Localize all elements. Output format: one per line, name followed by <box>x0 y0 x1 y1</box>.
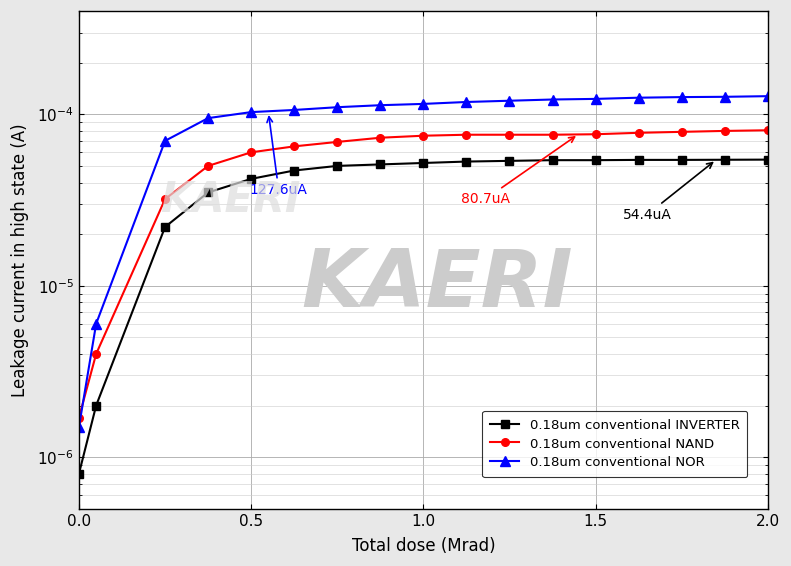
0.18um conventional NAND <box>505 131 514 138</box>
0.18um conventional NAND <box>161 196 170 203</box>
0.18um conventional NOR <box>720 93 729 100</box>
0.18um conventional NAND <box>74 414 84 421</box>
Line: 0.18um conventional NAND: 0.18um conventional NAND <box>75 126 772 422</box>
0.18um conventional NOR <box>418 101 428 108</box>
0.18um conventional INVERTER <box>677 156 687 163</box>
0.18um conventional INVERTER <box>720 156 729 163</box>
Legend: 0.18um conventional INVERTER, 0.18um conventional NAND, 0.18um conventional NOR: 0.18um conventional INVERTER, 0.18um con… <box>483 410 747 477</box>
0.18um conventional NOR <box>763 93 773 100</box>
Text: KAERI: KAERI <box>161 179 301 221</box>
Text: 80.7uA: 80.7uA <box>461 137 574 206</box>
Text: 127.6uA: 127.6uA <box>250 117 308 198</box>
0.18um conventional NAND <box>290 143 299 150</box>
0.18um conventional INVERTER <box>247 175 256 182</box>
0.18um conventional NOR <box>505 97 514 104</box>
0.18um conventional NOR <box>677 94 687 101</box>
0.18um conventional NAND <box>418 132 428 139</box>
0.18um conventional INVERTER <box>290 167 299 174</box>
0.18um conventional NAND <box>462 131 471 138</box>
0.18um conventional NAND <box>203 162 213 169</box>
0.18um conventional NAND <box>92 350 101 357</box>
0.18um conventional INVERTER <box>462 158 471 165</box>
0.18um conventional NOR <box>92 320 101 327</box>
0.18um conventional NOR <box>161 138 170 144</box>
0.18um conventional NOR <box>290 106 299 113</box>
0.18um conventional NOR <box>203 115 213 122</box>
Line: 0.18um conventional INVERTER: 0.18um conventional INVERTER <box>75 156 772 478</box>
0.18um conventional INVERTER <box>763 156 773 163</box>
0.18um conventional INVERTER <box>74 470 84 477</box>
Text: 54.4uA: 54.4uA <box>623 162 713 221</box>
0.18um conventional INVERTER <box>92 402 101 409</box>
0.18um conventional INVERTER <box>505 157 514 164</box>
0.18um conventional NOR <box>591 96 600 102</box>
0.18um conventional NOR <box>332 104 342 110</box>
0.18um conventional INVERTER <box>634 156 643 163</box>
Y-axis label: Leakage current in high state (A): Leakage current in high state (A) <box>11 123 29 397</box>
0.18um conventional NAND <box>720 127 729 134</box>
0.18um conventional NAND <box>332 139 342 145</box>
Text: KAERI: KAERI <box>301 246 573 324</box>
0.18um conventional NAND <box>763 127 773 134</box>
0.18um conventional NAND <box>548 131 558 138</box>
0.18um conventional INVERTER <box>591 157 600 164</box>
0.18um conventional NOR <box>634 95 643 101</box>
0.18um conventional NAND <box>376 134 385 141</box>
X-axis label: Total dose (Mrad): Total dose (Mrad) <box>351 537 495 555</box>
0.18um conventional NOR <box>247 109 256 115</box>
0.18um conventional INVERTER <box>548 157 558 164</box>
0.18um conventional INVERTER <box>332 162 342 169</box>
0.18um conventional NOR <box>548 96 558 103</box>
0.18um conventional INVERTER <box>203 189 213 196</box>
Line: 0.18um conventional NOR: 0.18um conventional NOR <box>74 92 772 431</box>
0.18um conventional NAND <box>677 128 687 135</box>
0.18um conventional NAND <box>591 131 600 138</box>
0.18um conventional NOR <box>462 98 471 105</box>
0.18um conventional NAND <box>634 130 643 136</box>
0.18um conventional INVERTER <box>376 161 385 168</box>
0.18um conventional INVERTER <box>418 160 428 166</box>
0.18um conventional NAND <box>247 149 256 156</box>
0.18um conventional NOR <box>376 102 385 109</box>
0.18um conventional NOR <box>74 423 84 430</box>
0.18um conventional INVERTER <box>161 224 170 230</box>
